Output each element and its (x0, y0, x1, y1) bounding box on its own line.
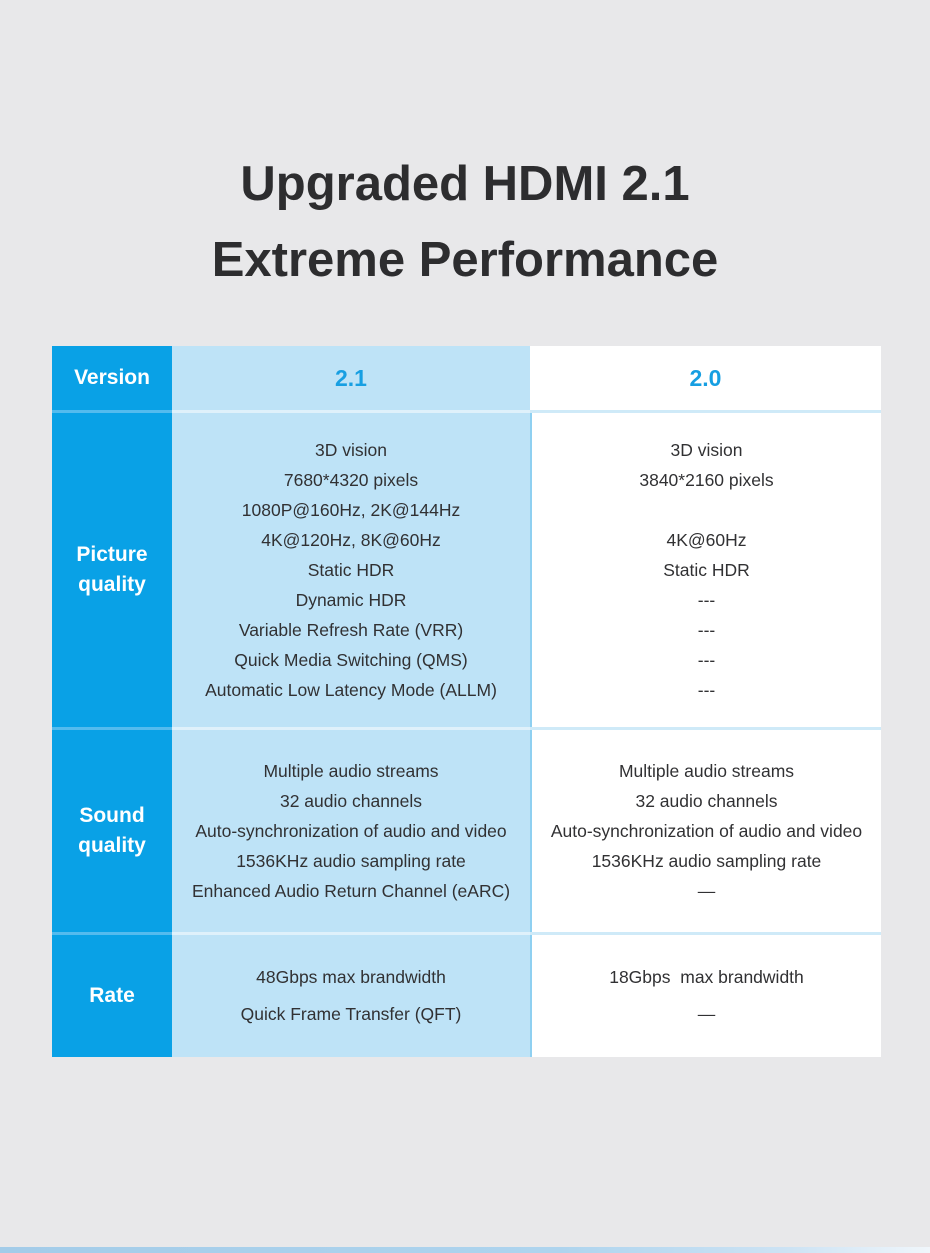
sound-quality-hdmi-2-1-cell: Multiple audio streams 32 audio channels A… (172, 730, 530, 932)
cell-line: quality (78, 573, 146, 596)
cell-line: Sound (79, 804, 145, 827)
cell-line: 32 audio channels (279, 791, 423, 811)
cell-line: Auto-synchronization of audio and video (195, 821, 507, 841)
picture-quality-hdmi-2-0-cell: 3D vision 3840*2160 pixels 4K@60Hz Static H… (530, 413, 881, 727)
cell-line: --- (697, 650, 716, 670)
cell-line: 7680*4320 pixels (283, 470, 419, 490)
cell-line: Dynamic HDR (295, 590, 407, 610)
sound-quality-hdmi-2-0-cell: Multiple audio streams 32 audio channels A… (530, 730, 881, 932)
cell-line: Static HDR (307, 560, 395, 580)
comparison-table: Version 2.1 2.0 Picture quality 3D vision… (52, 346, 881, 1057)
cell-line: quality (78, 834, 146, 857)
cell-line: Multiple audio streams (618, 761, 795, 781)
page-title-line-1: Upgraded HDMI 2.1 (240, 157, 690, 211)
row-divider (52, 932, 881, 935)
cell-line: --- (697, 680, 716, 700)
table-row-picture-quality: Picture quality 3D vision 7680*4320 pixels… (52, 413, 881, 727)
cell-line: 32 audio channels (635, 791, 778, 811)
divider-segment (530, 932, 881, 935)
picture-quality-hdmi-2-1-cell: 3D vision 7680*4320 pixels 1080P@160Hz, 2K… (172, 413, 530, 727)
header-version-2-1: 2.1 (172, 346, 530, 410)
divider-segment (52, 727, 172, 730)
divider-segment (52, 410, 172, 413)
divider-segment (530, 410, 881, 413)
cell-line: — (697, 881, 716, 901)
page-title: Upgraded HDMI 2.1 Extreme Performance (0, 146, 930, 298)
cell-line: Variable Refresh Rate (VRR) (238, 620, 464, 640)
cell-line: 3D vision (670, 440, 743, 460)
cell-line: 18Gbps max brandwidth (609, 967, 804, 987)
divider-segment (172, 932, 530, 935)
cell-line: Quick Media Switching (QMS) (234, 650, 468, 670)
cell-line: 1080P@160Hz, 2K@144Hz (241, 500, 461, 520)
divider-segment (530, 727, 881, 730)
cell-line: Automatic Low Latency Mode (ALLM) (205, 680, 497, 700)
cell-line: 4K@120Hz, 8K@60Hz (261, 530, 441, 550)
row-label-rate: Rate (52, 935, 172, 1057)
cell-line: Rate (89, 984, 135, 1007)
cell-line: 48Gbps max brandwidth (256, 967, 446, 987)
header-version-2-0: 2.0 (530, 346, 881, 410)
cell-line: Static HDR (663, 560, 750, 580)
rate-hdmi-2-1-cell: 48Gbps max brandwidth Quick Frame Transfe… (172, 935, 530, 1057)
cell-line: 1536KHz audio sampling rate (591, 851, 822, 871)
cell-line: Enhanced Audio Return Channel (eARC) (191, 881, 511, 901)
cell-line: 3840*2160 pixels (639, 470, 774, 490)
row-label-picture-quality: Picture quality (52, 413, 172, 727)
row-divider (52, 727, 881, 730)
table-row-sound-quality: Sound quality Multiple audio streams 32 au… (52, 730, 881, 932)
cell-line: --- (697, 590, 716, 610)
header-version-label: Version (52, 346, 172, 410)
cell-line: — (697, 1004, 716, 1024)
cell-line: 1536KHz audio sampling rate (236, 851, 466, 871)
row-divider (52, 410, 881, 413)
table-header-row: Version 2.1 2.0 (52, 346, 881, 410)
row-label-sound-quality: Sound quality (52, 730, 172, 932)
cell-line: 3D vision (315, 440, 387, 460)
cell-line: Quick Frame Transfer (QFT) (240, 1004, 462, 1024)
divider-segment (52, 932, 172, 935)
rate-hdmi-2-0-cell: 18Gbps max brandwidth — (530, 935, 881, 1057)
bottom-accent-strip (0, 1247, 930, 1253)
page-title-line-2: Extreme Performance (211, 233, 719, 287)
divider-segment (172, 410, 530, 413)
table-row-rate: Rate 48Gbps max brandwidth Quick Frame Tr… (52, 935, 881, 1057)
cell-line: Multiple audio streams (263, 761, 439, 781)
cell-line: Picture (76, 543, 148, 566)
cell-line: Auto-synchronization of audio and video (550, 821, 863, 841)
cell-line: --- (697, 620, 716, 640)
divider-segment (172, 727, 530, 730)
cell-line: 4K@60Hz (666, 530, 747, 550)
